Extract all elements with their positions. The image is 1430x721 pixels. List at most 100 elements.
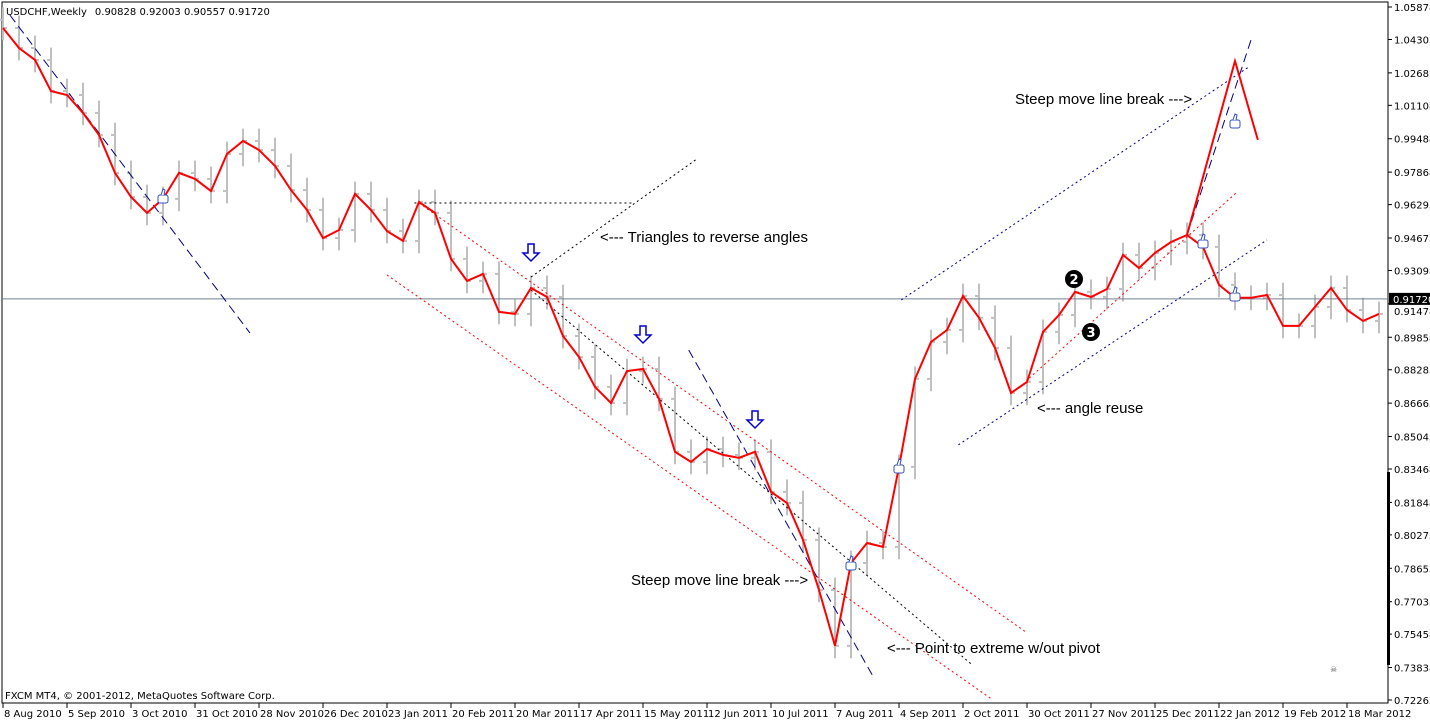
time-axis[interactable]: 8 Aug 2010 5 Sep 2010 3 Oct 2010 31 Oct 201… xyxy=(2,703,1411,720)
annotation-point-extreme: <--- Point to extreme w/out pivot xyxy=(887,640,1101,657)
thumb-palm xyxy=(845,561,857,571)
y-tick-label: 0.88283 xyxy=(1394,366,1430,377)
price-axis[interactable]: 1.05878 1.04303 1.02683 1.01108 0.99488 0.978… xyxy=(1388,3,1430,707)
price-line xyxy=(2,27,1380,647)
y-tick-label: 0.94673 xyxy=(1394,234,1430,245)
marker-2-text: 2 xyxy=(1069,273,1078,288)
x-tick-label: 30 Oct 2011 xyxy=(1028,709,1090,720)
x-tick-label: 20 Feb 2011 xyxy=(452,709,514,720)
y-tick-label: 0.83468 xyxy=(1394,465,1430,476)
thumbs-up-icon xyxy=(1197,233,1209,249)
trendline xyxy=(9,14,251,334)
y-tick-label: 1.04303 xyxy=(1394,35,1430,46)
x-tick-label: 4 Sep 2011 xyxy=(900,709,957,720)
annotation-triangles: <--- Triangles to reverse angles xyxy=(600,229,808,246)
thumbs-up-icon xyxy=(1229,113,1241,129)
thumb-palm xyxy=(1197,239,1209,249)
trendline xyxy=(418,202,1028,634)
logo-mark: ☠ xyxy=(1330,665,1337,674)
symbol-timeframe: USDCHF,Weekly xyxy=(6,7,87,18)
annotation-angle-reuse: <--- angle reuse xyxy=(1037,400,1143,417)
marker-3: 3 xyxy=(1082,323,1100,341)
x-tick-label: 23 Jan 2011 xyxy=(388,709,448,720)
y-tick-label: 0.93098 xyxy=(1394,266,1430,277)
y-tick-label: 1.02683 xyxy=(1394,69,1430,80)
y-tick-label: 0.81848 xyxy=(1394,498,1430,509)
down-arrow-icon xyxy=(745,410,765,430)
chart-icons: ☠ xyxy=(157,113,1390,674)
chart-title: USDCHF,Weekly 0.90828 0.92003 0.90557 0.9… xyxy=(6,7,270,18)
current-price-label: 0.91720 xyxy=(1389,292,1430,306)
y-tick-label: 0.97868 xyxy=(1394,168,1430,179)
y-tick-label: 0.75458 xyxy=(1394,630,1430,641)
y-tick-label: 0.91478 xyxy=(1394,307,1430,318)
y-tick-label: 0.89858 xyxy=(1394,333,1430,344)
trendline xyxy=(688,349,875,679)
x-tick-label: 28 Nov 2010 xyxy=(260,709,324,720)
thumbs-up-icon xyxy=(1229,286,1241,302)
x-tick-label: 20 Mar 2011 xyxy=(516,709,579,720)
thumbs-up-icon xyxy=(893,458,905,474)
x-tick-label: 31 Oct 2010 xyxy=(196,709,258,720)
thumb-palm xyxy=(1229,119,1241,129)
ohlc-values: 0.90828 0.92003 0.90557 0.91720 xyxy=(95,7,270,18)
trendlines[interactable] xyxy=(9,14,1268,701)
x-tick-label: 19 Feb 2012 xyxy=(1284,709,1346,720)
y-tick-label: 0.77033 xyxy=(1394,598,1430,609)
y-tick-label: 0.85043 xyxy=(1394,433,1430,444)
x-tick-label: 15 May 2011 xyxy=(644,709,709,720)
ohlc-bars xyxy=(0,7,1383,659)
spike-line xyxy=(1186,57,1259,236)
copyright: FXCM MT4, © 2001-2012, MetaQuotes Softwa… xyxy=(5,691,275,702)
thumb xyxy=(1232,286,1238,294)
current-price-text: 0.91720 xyxy=(1393,295,1430,306)
thumb xyxy=(896,458,902,466)
trendline xyxy=(386,274,994,701)
annotation-steep-break-top: Steep move line break ---> xyxy=(1015,91,1192,108)
x-tick-label: 27 Nov 2011 xyxy=(1092,709,1156,720)
thumb-palm xyxy=(1229,292,1241,302)
chart-frame xyxy=(1,1,1389,704)
y-tick-label: 0.73838 xyxy=(1394,664,1430,675)
marker-3-text: 3 xyxy=(1086,326,1095,341)
x-tick-label: 2 Oct 2011 xyxy=(964,709,1019,720)
x-tick-label: 22 Jan 2012 xyxy=(1220,709,1280,720)
marker-2: 2 xyxy=(1065,270,1083,288)
y-tick-label: 0.86663 xyxy=(1394,399,1430,410)
thumb-palm xyxy=(893,464,905,474)
x-tick-label: 12 Jun 2011 xyxy=(708,709,768,720)
thumb xyxy=(848,555,854,563)
down-arrow-icon xyxy=(633,325,653,345)
x-tick-label: 7 Aug 2011 xyxy=(836,709,894,720)
x-tick-label: 25 Dec 2011 xyxy=(1156,709,1220,720)
x-tick-label: 26 Dec 2010 xyxy=(324,709,388,720)
logo: ☠ xyxy=(1330,665,1337,674)
annotation-steep-break-bottom: Steep move line break ---> xyxy=(631,572,808,589)
y-tick-label: 0.72263 xyxy=(1394,696,1430,707)
thumbs-up-icon xyxy=(845,555,857,571)
y-tick-label: 1.05878 xyxy=(1394,3,1430,14)
trendline xyxy=(530,159,696,278)
ohlc-bar xyxy=(1375,301,1383,334)
y-tick-label: 0.78653 xyxy=(1394,564,1430,575)
scroll-indicator xyxy=(1387,472,1390,665)
x-tick-label: 17 Apr 2011 xyxy=(580,709,642,720)
y-tick-label: 0.99488 xyxy=(1394,135,1430,146)
x-tick-label: 3 Oct 2010 xyxy=(132,709,187,720)
thumbs-up-icon xyxy=(157,188,169,204)
y-tick-label: 0.80273 xyxy=(1394,531,1430,542)
thumb-palm xyxy=(157,194,169,204)
thumb xyxy=(1200,233,1206,241)
x-tick-label: 8 Aug 2010 xyxy=(4,709,62,720)
thumb xyxy=(1232,113,1238,121)
trendline xyxy=(1028,191,1238,379)
trendline xyxy=(530,289,973,666)
x-tick-label: 10 Jul 2011 xyxy=(772,709,829,720)
y-tick-label: 1.01108 xyxy=(1394,101,1430,112)
down-arrow-icon xyxy=(521,243,541,263)
x-tick-label: 5 Sep 2010 xyxy=(68,709,125,720)
thumb xyxy=(160,188,166,196)
y-tick-label: 0.96293 xyxy=(1394,201,1430,212)
trendline xyxy=(958,239,1268,446)
